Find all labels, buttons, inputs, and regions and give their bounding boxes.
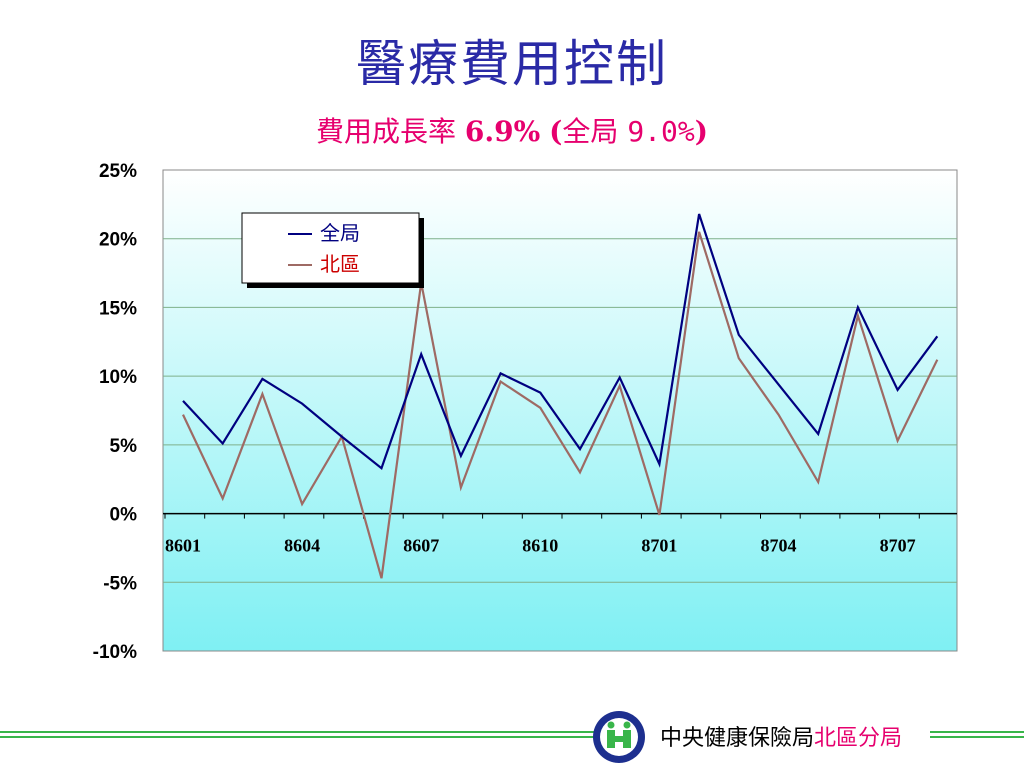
y-tick-label: 0% — [110, 505, 138, 526]
subtitle-all-label: 全局 — [562, 115, 619, 148]
nhi-logo-icon — [593, 711, 645, 763]
legend-label: 全局 — [320, 221, 360, 245]
x-tick-label: 8607 — [403, 536, 439, 556]
footer-org-main: 中央健康保險局 — [660, 726, 815, 751]
slide-title: 醫療費用控制 — [356, 35, 668, 93]
x-tick-label: 8701 — [641, 536, 677, 556]
y-tick-label: 20% — [99, 230, 137, 251]
y-tick-label: 5% — [110, 436, 138, 457]
series-line-all — [182, 213, 939, 471]
legend-label: 北區 — [320, 252, 360, 276]
subtitle-open-paren: ( — [549, 115, 563, 148]
footer-org: 中央健康保險局北區分局 — [658, 724, 905, 754]
series-layer — [182, 213, 939, 579]
subtitle-label: 費用成長率 — [315, 115, 456, 148]
x-axis: 8601 8604 8607 8610 8701 8704 8707 — [163, 512, 957, 556]
x-tick-label: 8610 — [522, 536, 558, 556]
x-tick-label: 8707 — [880, 536, 916, 556]
footer-rule-left — [0, 731, 600, 741]
legend-box — [241, 212, 420, 284]
subtitle-value: 6.9% — [464, 115, 541, 148]
footer-org-branch: 北區分局 — [814, 726, 903, 751]
series-line-north — [182, 231, 939, 579]
y-tick-label: 10% — [99, 367, 137, 388]
line-chart: 25% 20% 15% 10% 5% 0% -5% -10% 8601 8604 8607 8610… — [93, 161, 958, 663]
x-tick-label: 8704 — [761, 536, 797, 556]
subtitle: 費用成長率 6.9% (全局 9.0%) — [0, 112, 1024, 152]
subtitle-all-value: 9.0% — [627, 115, 695, 148]
y-tick-label: -10% — [93, 642, 137, 663]
y-tick-label: 15% — [99, 298, 137, 319]
y-tick-label: 25% — [99, 161, 137, 182]
subtitle-close-paren: ) — [694, 115, 708, 148]
y-axis-ticks: 25% 20% 15% 10% 5% 0% -5% -10% — [93, 161, 137, 663]
y-tick-label: -5% — [103, 573, 137, 594]
footer-rule-right — [930, 731, 1024, 741]
x-tick-label: 8601 — [165, 536, 201, 556]
x-tick-label: 8604 — [284, 536, 320, 556]
